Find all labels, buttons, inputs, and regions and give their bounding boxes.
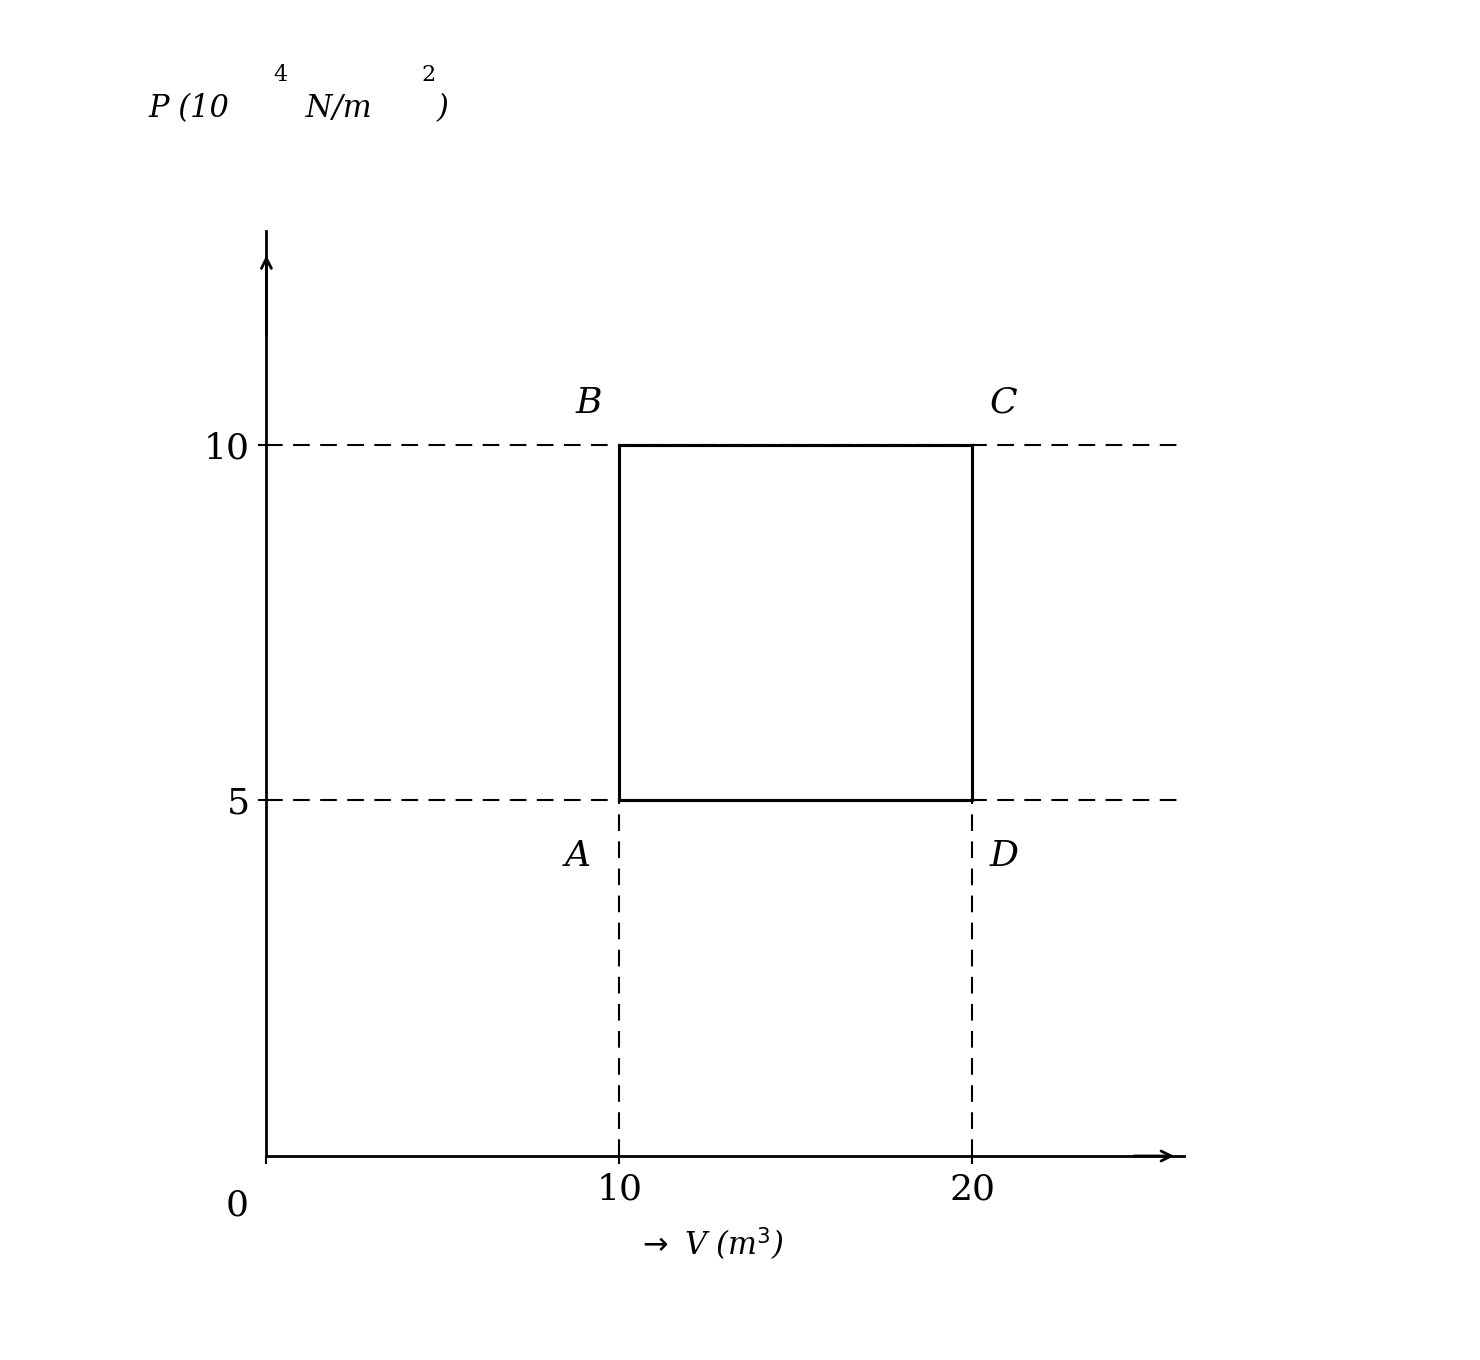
Polygon shape <box>619 445 972 800</box>
Text: 0: 0 <box>226 1189 249 1223</box>
Text: N/m: N/m <box>296 94 371 124</box>
Text: 4: 4 <box>274 64 289 86</box>
Text: $\rightarrow$ V (m$^3$): $\rightarrow$ V (m$^3$) <box>636 1225 784 1263</box>
Text: B: B <box>576 386 602 420</box>
Text: D: D <box>990 839 1018 873</box>
Text: C: C <box>990 386 1018 420</box>
Text: 2: 2 <box>422 64 437 86</box>
Text: P (10: P (10 <box>148 94 229 124</box>
Text: A: A <box>565 839 591 873</box>
Text: ): ) <box>437 94 448 124</box>
